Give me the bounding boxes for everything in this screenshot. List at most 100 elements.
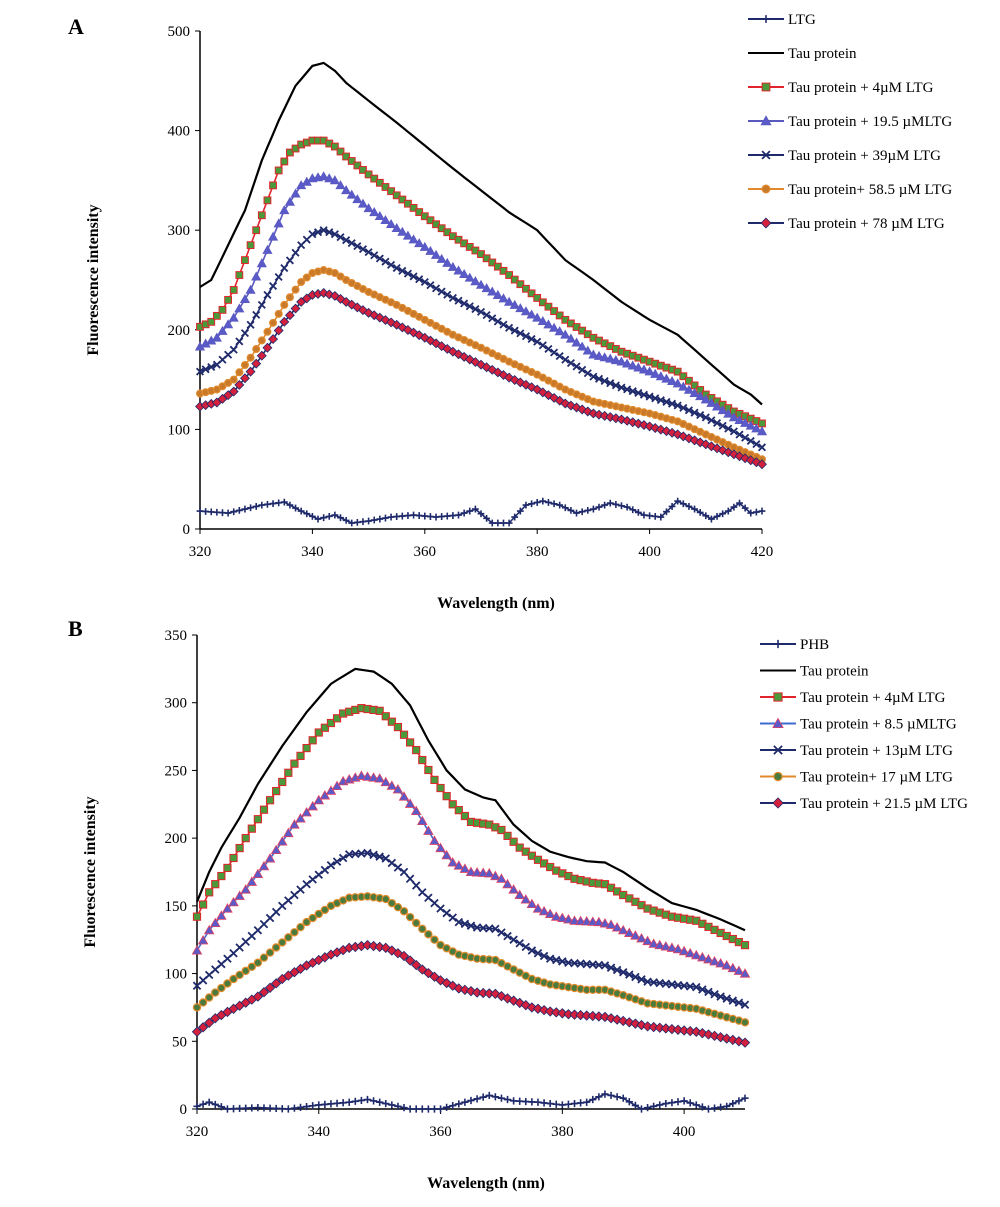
legend-item-b-4: Tau protein + 13µM LTG [760, 743, 953, 759]
data-point-a-0 [320, 514, 328, 522]
data-point-a-4 [684, 406, 693, 415]
data-point-b-3 [739, 968, 751, 978]
data-point-a-0 [365, 517, 372, 525]
data-point-b-4 [740, 1000, 750, 1009]
data-point-b-0 [692, 1101, 700, 1109]
data-point-a-6 [616, 414, 627, 425]
data-point-a-3 [234, 303, 245, 313]
series-line-b-1 [195, 667, 746, 932]
data-point-a-2 [235, 271, 244, 279]
data-point-a-6 [419, 332, 430, 343]
data-point-b-4 [612, 965, 622, 975]
data-point-a-3 [228, 312, 239, 322]
data-point-a-4 [746, 436, 755, 445]
data-point-b-3 [557, 912, 568, 923]
data-point-b-3 [410, 805, 422, 816]
data-point-b-0 [485, 1091, 493, 1100]
data-point-a-3 [706, 397, 717, 407]
data-point-b-2 [217, 871, 226, 881]
data-point-b-2 [448, 800, 457, 809]
data-point-a-4 [381, 257, 390, 266]
data-point-b-0 [607, 1091, 615, 1100]
data-point-a-3 [262, 244, 273, 254]
data-point-b-0 [583, 1098, 591, 1106]
data-point-b-0 [540, 1099, 548, 1107]
legend-a: LTG Tau protein Tau protein + 4µM LTG Tau p… [748, 12, 952, 232]
legend-label-b-5: Tau protein+ 17 µM LTG [800, 770, 953, 786]
data-point-b-4 [393, 863, 403, 872]
data-point-b-0 [698, 1103, 706, 1111]
data-point-a-4 [713, 418, 722, 428]
series-a-1 [199, 61, 763, 406]
data-point-b-2 [278, 777, 287, 787]
data-point-a-6 [239, 373, 250, 384]
data-point-b-2 [326, 718, 336, 728]
data-point-a-4 [488, 314, 497, 323]
data-point-b-5 [278, 938, 287, 947]
data-point-a-2 [488, 258, 497, 267]
data-point-b-0 [564, 1100, 573, 1108]
series-a-6 [195, 287, 767, 470]
x-tick-label-b: 360 [429, 1124, 452, 1140]
data-point-a-6 [341, 296, 352, 307]
data-point-a-4 [229, 345, 238, 354]
data-point-b-5 [204, 993, 214, 1002]
data-point-a-2 [516, 280, 525, 289]
data-point-b-2 [290, 759, 299, 768]
data-point-a-4 [516, 329, 525, 338]
data-point-b-4 [326, 860, 336, 870]
data-point-b-2 [375, 706, 384, 715]
data-point-b-5 [381, 894, 390, 904]
data-point-b-0 [248, 1104, 256, 1112]
data-point-b-3 [538, 905, 550, 916]
data-point-a-5 [235, 368, 244, 377]
data-point-b-0 [680, 1097, 688, 1105]
data-point-b-5 [296, 922, 305, 932]
data-point-b-6 [502, 993, 513, 1004]
data-point-a-3 [616, 356, 627, 366]
data-point-a-2 [359, 166, 367, 174]
data-point-a-4 [566, 359, 575, 368]
data-point-a-3 [605, 353, 616, 363]
data-point-a-0 [550, 500, 558, 508]
data-point-b-3 [276, 836, 288, 846]
data-point-a-4 [347, 239, 356, 248]
series-b-1 [195, 667, 746, 932]
data-point-a-4 [207, 362, 216, 372]
data-point-b-0 [357, 1096, 365, 1105]
data-point-a-2 [246, 241, 255, 250]
data-point-a-0 [595, 503, 603, 511]
legend-item-b-2: Tau protein + 4µM LTG [760, 690, 946, 706]
data-point-a-4 [718, 421, 727, 430]
data-point-a-3 [329, 175, 340, 185]
data-point-b-0 [394, 1102, 402, 1110]
series-b-5 [192, 892, 750, 1027]
data-point-a-4 [460, 299, 469, 308]
data-point-a-4 [741, 433, 750, 442]
data-point-b-2 [381, 712, 390, 721]
data-point-a-4 [274, 272, 283, 282]
data-point-a-2 [482, 254, 491, 263]
data-point-a-4 [443, 290, 452, 299]
data-point-b-5 [229, 974, 238, 984]
data-point-b-3 [709, 955, 720, 966]
legend-item-b-1: Tau protein [760, 664, 869, 680]
data-point-a-4 [235, 337, 244, 346]
data-point-a-2 [381, 183, 390, 191]
data-point-b-4 [600, 961, 610, 970]
data-point-a-4 [606, 379, 615, 388]
data-point-b-6 [544, 1006, 556, 1017]
data-point-b-4 [320, 865, 330, 875]
data-point-b-3 [496, 873, 507, 883]
y-tick-label-a: 400 [168, 124, 191, 140]
data-point-b-2 [192, 912, 202, 921]
data-point-a-0 [601, 501, 609, 509]
data-point-a-4 [555, 352, 564, 361]
data-point-b-3 [295, 813, 306, 823]
data-point-b-4 [436, 904, 445, 913]
legend-item-b-6: Tau protein + 21.5 µM LTG [760, 796, 968, 812]
data-point-a-3 [520, 306, 532, 316]
legend-marker-a-0 [762, 15, 770, 23]
data-point-b-6 [678, 1025, 690, 1036]
data-point-a-3 [548, 322, 560, 332]
